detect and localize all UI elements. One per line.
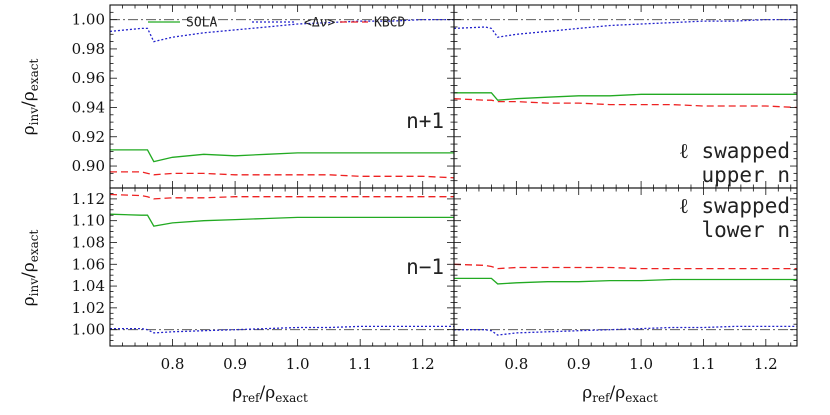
legend-label: SOLA xyxy=(186,16,217,31)
x-tick-label: 1.2 xyxy=(411,355,435,373)
panel-label: n−1 xyxy=(406,255,444,279)
axis-subscript: inv xyxy=(27,107,41,126)
series-line-kbcd xyxy=(454,263,797,270)
axis-subscript: ref xyxy=(592,391,611,405)
y-tick-label: 1.08 xyxy=(72,233,105,251)
axis-subscript: ref xyxy=(242,391,261,405)
series-line-kbcd xyxy=(454,98,797,109)
axis-subscript: exact xyxy=(275,391,308,405)
series-line-sola xyxy=(110,213,454,227)
y-tick-label: 0.98 xyxy=(72,40,105,58)
axis-slash: /ρ xyxy=(19,262,39,278)
series-line-kbcd xyxy=(110,193,454,200)
axis-subscript: exact xyxy=(27,229,41,262)
panel-label: lower n xyxy=(701,218,790,242)
axis-symbol: ρ xyxy=(232,383,242,403)
axis-subscript: inv xyxy=(27,278,41,297)
axis-slash: /ρ xyxy=(19,91,39,107)
panel-label: ℓ swapped xyxy=(679,194,790,218)
series-line- xyxy=(110,325,454,334)
x-tick-label: 1.1 xyxy=(692,355,716,373)
series-line-sola xyxy=(110,149,454,163)
series-line- xyxy=(110,18,454,43)
series-line- xyxy=(454,325,797,336)
chart-legend: SOLA <Δν> KBCD xyxy=(148,16,405,31)
series-line-kbcd xyxy=(110,171,454,179)
y-axis-label-top: ρinv/ρexact xyxy=(19,58,41,135)
axis-slash: /ρ xyxy=(259,383,275,403)
panel-label: ℓ swapped xyxy=(679,139,790,163)
axis-symbol: ρ xyxy=(19,125,39,135)
x-axis-label-right: ρref/ρexact xyxy=(582,383,658,405)
x-tick-label: 1.0 xyxy=(629,355,653,373)
y-tick-label: 1.04 xyxy=(72,277,105,295)
series-line- xyxy=(454,18,797,38)
panel-frame xyxy=(109,187,455,347)
axis-slash: /ρ xyxy=(609,383,625,403)
y-tick-label: 1.00 xyxy=(72,321,105,339)
y-tick-label: 0.92 xyxy=(72,128,105,146)
panel-label: n+1 xyxy=(406,109,444,133)
axis-symbol: ρ xyxy=(582,383,592,403)
panel-top-left: 0.90 0.92 0.94 0.96 0.98 1.00 n+1 xyxy=(72,4,455,189)
x-tick-label: 1.2 xyxy=(754,355,778,373)
x-tick-label: 1.0 xyxy=(286,355,310,373)
axis-subscript: exact xyxy=(625,391,658,405)
y-axis-label-bottom: ρinv/ρexact xyxy=(19,229,41,306)
series-line-sola xyxy=(454,277,797,285)
axis-symbol: ρ xyxy=(19,296,39,306)
y-tick-label: 1.00 xyxy=(72,11,105,29)
panel-bottom-left: 1.00 1.02 1.04 1.06 1.08 1.10 1.12 0.8 0.9 1.0 1.1… xyxy=(72,187,455,373)
x-tick-label: 1.1 xyxy=(348,355,372,373)
panel-frame xyxy=(453,187,798,347)
panel-label: upper n xyxy=(701,163,790,187)
y-tick-label: 1.10 xyxy=(72,212,105,230)
y-tick-label: 1.02 xyxy=(72,299,105,317)
legend-label: KBCD xyxy=(374,16,405,31)
x-tick-label: 0.8 xyxy=(504,355,528,373)
panel-frame xyxy=(109,4,455,189)
x-tick-label: 0.9 xyxy=(223,355,247,373)
x-axis-label-left: ρref/ρexact xyxy=(232,383,308,405)
x-tick-label: 0.8 xyxy=(161,355,185,373)
series-line-sola xyxy=(454,92,797,101)
y-tick-label: 0.96 xyxy=(72,69,105,87)
y-tick-label: 0.94 xyxy=(72,98,105,116)
legend-label: <Δν> xyxy=(304,16,335,31)
y-tick-label: 1.06 xyxy=(72,255,105,273)
axis-subscript: exact xyxy=(27,58,41,91)
y-tick-label: 1.12 xyxy=(72,190,105,208)
chart-panels: 0.900.920.940.960.981.00n+1ℓ swappeduppe… xyxy=(72,4,798,373)
y-tick-label: 0.90 xyxy=(72,157,105,175)
x-tick-label: 0.9 xyxy=(567,355,591,373)
